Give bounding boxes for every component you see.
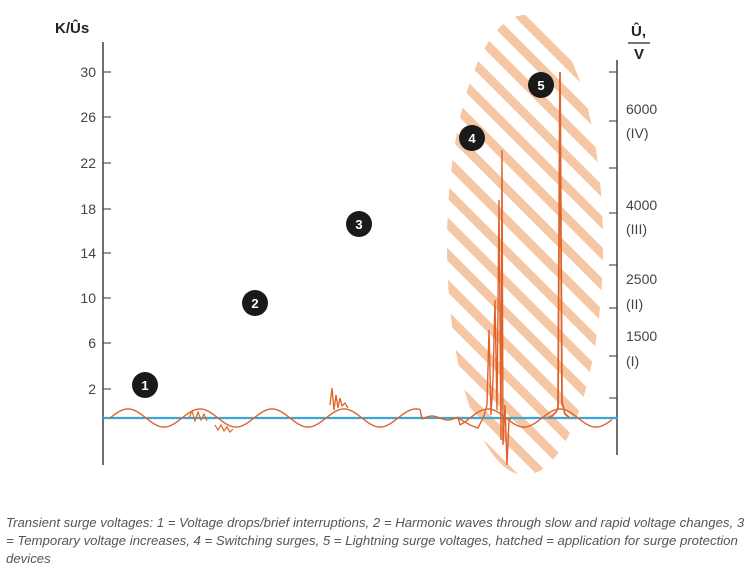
left-tick-label: 14 (80, 245, 96, 261)
right-tick-value: 4000 (626, 197, 657, 213)
temporary-increase-burst (329, 387, 349, 411)
right-tick-category: (III) (626, 221, 647, 237)
voltage-waveform (109, 408, 613, 428)
svg-text:4: 4 (468, 131, 476, 146)
marker-3: 3 (346, 211, 372, 237)
right-tick-value: 6000 (626, 101, 657, 117)
left-tick-label: 30 (80, 64, 96, 80)
left-tick-label: 22 (80, 155, 96, 171)
right-tick-category: (IV) (626, 125, 649, 141)
lightning-surge-spike (547, 71, 571, 419)
svg-text:3: 3 (355, 217, 362, 232)
marker-5: 5 (528, 72, 554, 98)
left-tick-label: 10 (80, 290, 96, 306)
left-ticks (103, 71, 111, 390)
right-tick-value: 1500 (626, 328, 657, 344)
svg-text:5: 5 (537, 78, 544, 93)
switching-surge-spikes (457, 149, 513, 466)
right-axis-title-bottom: V (634, 46, 644, 63)
marker-4: 4 (459, 125, 485, 151)
marker-2: 2 (242, 290, 268, 316)
marker-1: 1 (132, 372, 158, 398)
left-tick-label: 6 (88, 335, 96, 351)
svg-text:1: 1 (141, 378, 148, 393)
right-tick-value: 2500 (626, 271, 657, 287)
harmonic-ripple (188, 409, 234, 433)
right-axis-title-top: Û, (631, 22, 646, 40)
left-tick-label: 26 (80, 109, 96, 125)
right-tick-category: (I) (626, 353, 639, 369)
left-tick-label: 2 (88, 381, 96, 397)
surge-voltage-diagram: K/Ûs 30 26 22 18 14 10 6 2 Û, V 6000 (IV (55, 15, 657, 475)
left-tick-label: 18 (80, 201, 96, 217)
hatched-application-area (447, 15, 603, 475)
right-tick-category: (II) (626, 296, 643, 312)
left-axis-title: K/Ûs (55, 19, 89, 37)
right-ticks (609, 71, 617, 399)
figure-caption: Transient surge voltages: 1 = Voltage dr… (6, 515, 745, 566)
svg-text:2: 2 (251, 296, 258, 311)
